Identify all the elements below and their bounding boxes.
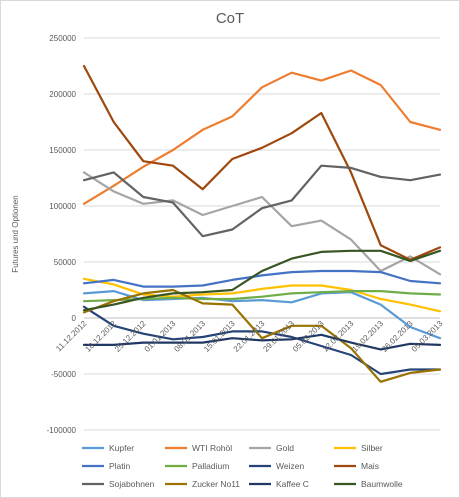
legend-label: Mais [361,461,379,471]
legend: Kupfer WTI Rohöl Gold Silber Platin Palladium… [82,443,403,489]
series-line [82,333,442,351]
legend-label: Kaffee C [276,479,309,489]
series-line [82,171,442,276]
legend-label: Baumwolle [361,479,403,489]
series-line [82,269,442,288]
y-tick-label: 100000 [49,202,76,211]
grid-lines [84,37,440,431]
legend-label: Kupfer [109,443,134,453]
legend-label: Weizen [276,461,304,471]
legend-label: Silber [361,443,383,453]
legend-label: WTI Rohöl [192,443,232,453]
y-tick-label: 50000 [54,258,77,267]
y-tick-label: -50000 [51,370,76,379]
legend-label: Sojabohnen [109,479,155,489]
series-line [82,305,442,376]
series-line [82,64,442,261]
y-axis-label: Futures und Optionen [11,195,20,272]
y-tick-label: 200000 [49,90,76,99]
x-tick-label: 05.03.2013 [410,319,445,354]
y-tick-label: -100000 [47,426,77,435]
series-lines [82,64,442,383]
legend-label: Gold [276,443,294,453]
y-tick-label: 0 [72,314,77,323]
y-tick-label: 250000 [49,34,76,43]
series-line [82,249,442,312]
legend-label: Palladium [192,461,229,471]
series-line [82,164,442,238]
series-line [82,69,442,205]
series-line [82,290,442,303]
y-tick-labels: 250000 200000 150000 100000 50000 0 -50000 -100… [47,34,77,435]
legend-label: Zucker No11 [192,479,240,489]
chart-title: CoT [216,10,244,27]
legend-label: Platin [109,461,131,471]
y-tick-label: 150000 [49,146,76,155]
series-line [82,288,442,383]
